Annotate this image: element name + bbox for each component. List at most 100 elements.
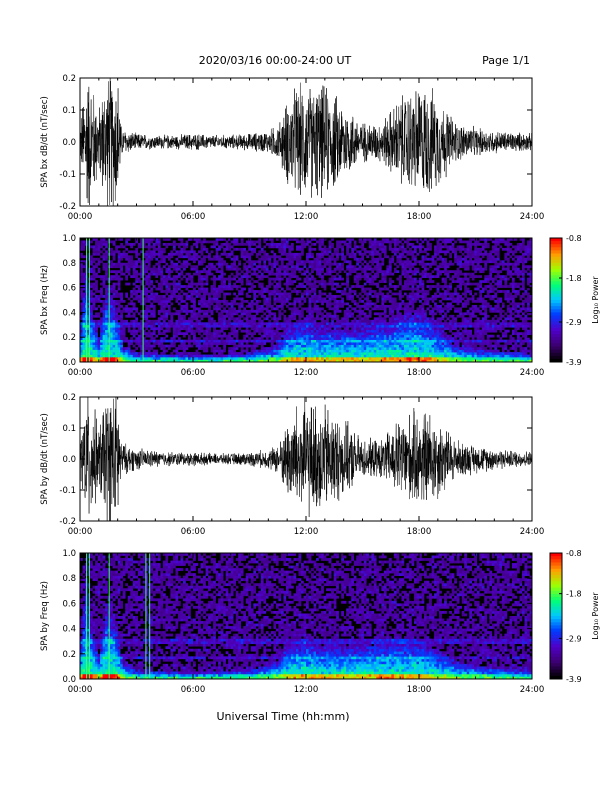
- panel-2-heatmap-cell: [281, 335, 284, 338]
- panel-2-heatmap-cell: [364, 355, 367, 358]
- panel-2-heatmap-cell: [374, 265, 377, 268]
- panel-2-heatmap-cell: [273, 302, 276, 305]
- panel-2-heatmap-cell: [271, 307, 274, 310]
- panel-2-heatmap-cell: [344, 260, 347, 263]
- panel-2-heatmap-cell: [384, 253, 387, 256]
- panel-2-heatmap-cell: [208, 310, 211, 313]
- panel-2-heatmap-cell: [334, 310, 337, 313]
- panel-2-heatmap-cell: [190, 293, 193, 296]
- panel-2-heatmap-cell: [231, 307, 234, 310]
- panel-2-heatmap-cell: [118, 270, 121, 273]
- panel-2-heatmap-cell: [288, 302, 291, 305]
- panel-2-heatmap-cell: [266, 307, 269, 310]
- panel-2-heatmap-cell: [296, 352, 299, 355]
- panel-2-heatmap-cell: [226, 335, 229, 338]
- panel-2-heatmap-cell: [103, 355, 106, 358]
- panel-2-heatmap-cell: [278, 283, 281, 286]
- panel-2-heatmap-cell: [110, 325, 113, 328]
- panel-2-heatmap-cell: [193, 317, 196, 320]
- panel-2-heatmap-cell: [271, 268, 274, 271]
- panel-2-heatmap-cell: [276, 355, 279, 358]
- panel-2-heatmap-cell: [165, 335, 168, 338]
- panel-2-heatmap-cell: [281, 350, 284, 353]
- panel-2-heatmap-cell: [248, 330, 251, 333]
- panel-2-heatmap-cell: [203, 255, 206, 258]
- panel-2-heatmap-cell: [185, 243, 188, 246]
- panel-2-heatmap-cell: [180, 332, 183, 335]
- panel-2-heatmap-cell: [153, 248, 156, 251]
- panel-2-heatmap-cell: [399, 293, 402, 296]
- panel-2-heatmap-cell: [233, 357, 236, 360]
- panel-2-heatmap-cell: [406, 320, 409, 323]
- panel-2-heatmap-cell: [354, 340, 357, 343]
- panel-2-heatmap-cell: [404, 345, 407, 348]
- panel-2-heatmap-cell: [384, 278, 387, 281]
- panel-2-heatmap-cell: [256, 307, 259, 310]
- panel-2-heatmap-cell: [163, 322, 166, 325]
- panel-2-heatmap-cell: [409, 253, 412, 256]
- panel-2-heatmap-cell: [148, 332, 151, 335]
- panel-2-heatmap-cell: [369, 340, 372, 343]
- panel-2-heatmap-cell: [201, 275, 204, 278]
- panel-2-heatmap-cell: [201, 305, 204, 308]
- panel-2-heatmap-cell: [283, 332, 286, 335]
- panel-2-heatmap-cell: [314, 302, 317, 305]
- panel-2-heatmap-cell: [296, 275, 299, 278]
- panel-2-heatmap-cell: [379, 315, 382, 318]
- panel-2-heatmap-cell: [93, 300, 96, 303]
- panel-2-heatmap-cell: [165, 290, 168, 293]
- panel-2-heatmap-cell: [251, 302, 254, 305]
- panel-2-heatmap-cell: [339, 305, 342, 308]
- panel-2-heatmap-cell: [160, 305, 163, 308]
- panel-2-heatmap-cell: [130, 295, 133, 298]
- panel-2-heatmap-cell: [364, 317, 367, 320]
- panel-2-heatmap-cell: [188, 317, 191, 320]
- panel-2-heatmap-cell: [90, 275, 93, 278]
- panel-2-heatmap-cell: [344, 340, 347, 343]
- panel-2-heatmap-cell: [93, 248, 96, 251]
- panel-2-heatmap-cell: [150, 273, 153, 276]
- panel-2-heatmap-cell: [163, 320, 166, 323]
- panel-2-heatmap-cell: [271, 325, 274, 328]
- panel-2-heatmap-cell: [201, 300, 204, 303]
- panel-2-heatmap-cell: [314, 340, 317, 343]
- panel-2-heatmap-cell: [128, 273, 131, 276]
- panel-2-heatmap-cell: [160, 307, 163, 310]
- panel-2-heatmap-cell: [309, 355, 312, 358]
- panel-2-heatmap-cell: [326, 330, 329, 333]
- panel-2-heatmap-cell: [361, 357, 364, 360]
- panel-2-heatmap-cell: [374, 342, 377, 345]
- panel-2-heatmap-cell: [253, 268, 256, 271]
- panel-2-heatmap-cell: [268, 273, 271, 276]
- panel-2-heatmap-cell: [211, 258, 214, 261]
- panel-2-heatmap-cell: [90, 317, 93, 320]
- panel-2-heatmap-cell: [241, 250, 244, 253]
- panel-2-heatmap-cell: [394, 302, 397, 305]
- panel-2-heatmap-cell: [404, 263, 407, 266]
- panel-2-heatmap-cell: [351, 347, 354, 350]
- panel-2-heatmap-cell: [196, 270, 199, 273]
- panel-2-heatmap-cell: [268, 320, 271, 323]
- panel-2-heatmap-cell: [364, 352, 367, 355]
- panel-2-heatmap-cell: [246, 352, 249, 355]
- panel-2-heatmap-cell: [158, 245, 161, 248]
- panel-2-heatmap-cell: [334, 332, 337, 335]
- panel-2-heatmap-cell: [411, 285, 414, 288]
- panel-2-heatmap-cell: [376, 243, 379, 246]
- panel-2-heatmap-cell: [261, 355, 264, 358]
- panel-2-heatmap-cell: [276, 273, 279, 276]
- panel-2-heatmap-cell: [296, 320, 299, 323]
- panel-2-heatmap-cell: [248, 240, 251, 243]
- panel-2-heatmap-cell: [381, 240, 384, 243]
- panel-2-heatmap-cell: [291, 357, 294, 360]
- panel-2-heatmap-cell: [113, 253, 116, 256]
- panel-2-heatmap-cell: [306, 342, 309, 345]
- panel-2-heatmap-cell: [354, 337, 357, 340]
- panel-2-heatmap-cell: [396, 342, 399, 345]
- panel-2-heatmap-cell: [291, 255, 294, 258]
- panel-2-heatmap-cell: [178, 293, 181, 296]
- panel-2-heatmap-cell: [286, 263, 289, 266]
- panel-2-heatmap-cell: [175, 300, 178, 303]
- panel-2-heatmap-cell: [386, 345, 389, 348]
- panel-2-heatmap-cell: [341, 240, 344, 243]
